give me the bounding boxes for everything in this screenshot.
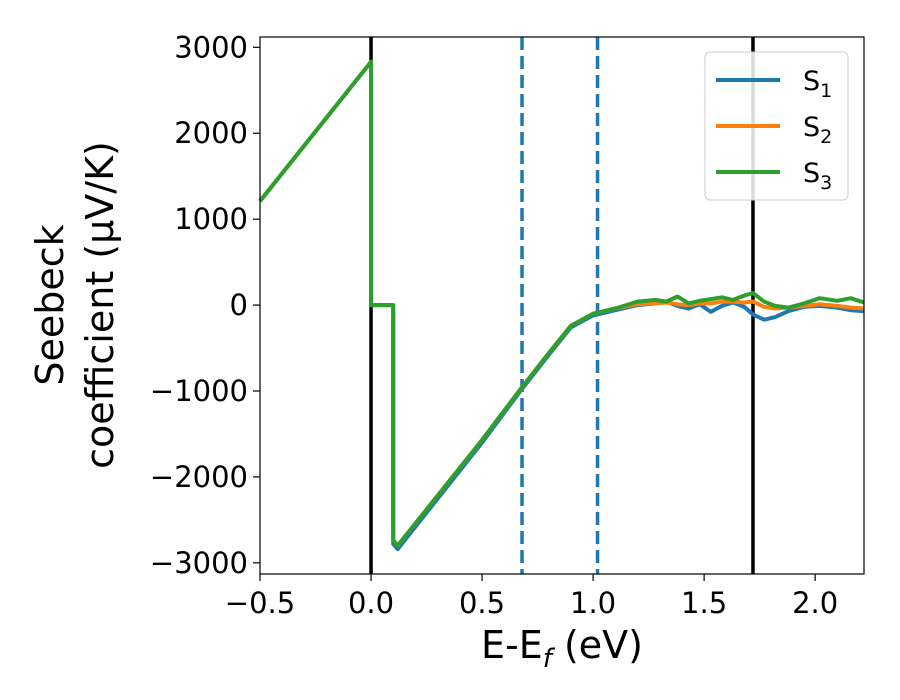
y-tick-label: 1000 [174, 202, 248, 236]
x-tick-label: 2.0 [792, 586, 838, 620]
x-tick-label: 1.5 [681, 586, 727, 620]
y-axis-label-line-2: coefficient (μV/K) [78, 141, 122, 469]
y-axis-label-line-1: Seebeck [28, 224, 72, 385]
series-lines [258, 59, 865, 552]
x-tick-label: 1.0 [570, 586, 616, 620]
y-tick-label: 2000 [174, 116, 248, 150]
y-tick-label: −3000 [150, 546, 248, 580]
x-axis-label: E-Ef (eV) [481, 623, 643, 674]
x-ticks: −0.5 0.0 0.5 1.0 1.5 2.0 [225, 574, 838, 620]
legend-label-s1: S1 [803, 66, 832, 102]
x-axis-label-unit: (eV) [552, 623, 643, 667]
y-tick-label: −1000 [150, 374, 248, 408]
x-tick-label: 0.0 [348, 586, 394, 620]
y-tick-label: −2000 [150, 460, 248, 494]
legend-label-s3: S3 [803, 158, 832, 194]
y-ticks: −3000 −2000 −1000 0 1000 2000 3000 [150, 30, 260, 580]
legend: S1 S2 S3 [704, 51, 849, 201]
x-tick-label: 0.5 [459, 586, 505, 620]
y-tick-label: 0 [230, 288, 248, 322]
series-line-s3 [258, 59, 865, 548]
y-tick-label: 3000 [174, 30, 248, 64]
x-axis-label-main: E-E [481, 623, 543, 667]
x-tick-label: −0.5 [225, 586, 295, 620]
legend-label-s2: S2 [803, 112, 832, 148]
